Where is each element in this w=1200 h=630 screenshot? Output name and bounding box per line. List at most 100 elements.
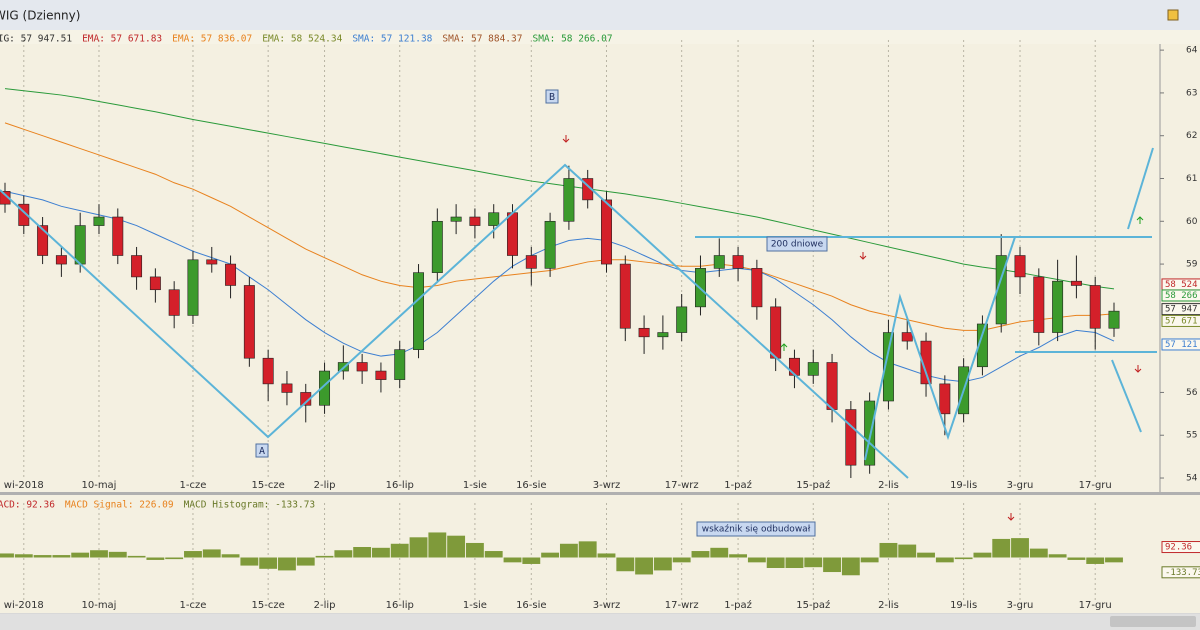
- legend-entry: WIG: 57 947.51: [0, 34, 72, 45]
- candle-body: [713, 255, 725, 269]
- candle-body: [225, 263, 237, 286]
- trend-line: [1127, 147, 1154, 230]
- y-tick-label: 55: [1186, 431, 1197, 441]
- histogram-bar: [541, 552, 560, 558]
- y-tick-label: 54: [1186, 474, 1198, 484]
- annotation: wskaźnik się odbudował: [702, 525, 811, 535]
- candle-body: [394, 349, 406, 380]
- histogram-bar: [0, 553, 14, 558]
- histogram-bar: [240, 557, 259, 566]
- x-tick-label: 2-lis: [878, 600, 899, 611]
- x-tick-label: 2-lis: [878, 480, 899, 491]
- candle-body: [93, 216, 105, 226]
- window-title: WIG (Dzienny): [0, 9, 80, 23]
- splitter[interactable]: [0, 492, 1200, 495]
- x-tick-label: 1-sie: [463, 600, 487, 611]
- histogram-bar: [917, 552, 935, 558]
- candle-body: [112, 216, 124, 256]
- histogram-bar: [315, 555, 334, 558]
- scroll-thumb[interactable]: [1110, 616, 1196, 627]
- candle-body: [1033, 276, 1045, 333]
- candle-body: [676, 306, 688, 333]
- legend-entry: SMA: 57 121.38: [352, 34, 432, 45]
- histogram-bar: [447, 535, 466, 558]
- price-label: 57 947: [1165, 305, 1198, 315]
- candle-body: [187, 259, 199, 316]
- moving-average: [4, 88, 1115, 290]
- candle-body: [18, 203, 30, 226]
- histogram-bar: [90, 550, 108, 558]
- candle-body: [319, 370, 331, 406]
- candle-body: [864, 400, 876, 466]
- legend-entry: SMA: 57 884.37: [442, 34, 522, 45]
- histogram-bar: [992, 538, 1011, 558]
- candle-body: [131, 255, 143, 278]
- candle-body: [469, 216, 481, 226]
- legend-entry: MACD Signal: 226.09: [65, 500, 174, 511]
- candle-body: [413, 272, 424, 350]
- signal-arrows: [562, 135, 1144, 521]
- histogram-bar: [898, 544, 917, 558]
- candle-body: [1014, 255, 1026, 278]
- candle-body: [1070, 280, 1082, 286]
- histogram-bar: [33, 555, 52, 558]
- histogram-bar: [672, 557, 691, 563]
- candle-body: [507, 212, 518, 256]
- histogram-bar: [766, 557, 785, 568]
- candle-body: [619, 263, 631, 329]
- histogram-bar: [973, 552, 992, 558]
- annotation: B: [549, 92, 555, 103]
- x-tick-label: 1-cze: [180, 600, 207, 611]
- x-tick-label: 10-maj: [81, 600, 116, 611]
- histogram-bar: [935, 557, 954, 563]
- candle-body: [995, 255, 1007, 325]
- histogram-bar: [616, 557, 635, 572]
- x-tick-label: 17-gru: [1079, 600, 1112, 611]
- x-tick-label: 1-paź: [724, 479, 752, 491]
- candle-body: [638, 327, 650, 338]
- price-axis: [1160, 44, 1200, 492]
- candle-body: [206, 259, 218, 265]
- histogram-bar: [108, 551, 127, 558]
- price-label: 58 524: [1165, 280, 1198, 290]
- x-tick-label: 3-wrz: [593, 480, 621, 491]
- histogram-bar: [1048, 554, 1067, 558]
- candle-body: [1108, 310, 1120, 329]
- candle-body: [920, 340, 932, 385]
- scrollbar[interactable]: [0, 614, 1200, 630]
- x-tick-label: 19-lis: [950, 600, 977, 611]
- x-tick-label: 17-gru: [1079, 480, 1112, 491]
- candle-body: [732, 255, 744, 269]
- annotation-box: [696, 521, 816, 537]
- price-label: 58 266: [1165, 291, 1198, 301]
- value-box: [1161, 566, 1200, 579]
- x-tick-label: 1-paź: [724, 599, 752, 611]
- candle-body: [657, 332, 669, 338]
- histogram-bar: [879, 542, 898, 558]
- histogram-bar: [409, 537, 428, 558]
- candle-body: [37, 225, 49, 256]
- histogram-bar: [729, 554, 747, 558]
- x-tick-label: 16-sie: [516, 480, 546, 491]
- annotation-box: [766, 236, 828, 252]
- candle-body: [807, 362, 819, 376]
- value-box: [1161, 541, 1200, 554]
- histogram-bar: [503, 557, 522, 563]
- histogram-bar: [691, 551, 710, 558]
- candle-body: [845, 409, 857, 466]
- window-icon[interactable]: [1167, 9, 1179, 21]
- x-tick-label: 2-lip: [314, 480, 336, 491]
- histogram-bar: [52, 555, 71, 558]
- candle-body: [0, 191, 11, 205]
- candle-body: [525, 255, 537, 269]
- legend-entry: SMA: 58 266.07: [532, 34, 612, 45]
- histogram-bar: [1105, 557, 1123, 563]
- x-tick-label: 1-cze: [180, 480, 207, 491]
- candle-body: [826, 362, 838, 410]
- x-tick-label: 17-wrz: [665, 480, 699, 491]
- candle-body: [601, 199, 612, 265]
- x-tick-label: 10-maj: [81, 480, 116, 491]
- legend-entry: MACD Histogram: -133.73: [184, 500, 316, 511]
- annotation: A: [259, 446, 265, 457]
